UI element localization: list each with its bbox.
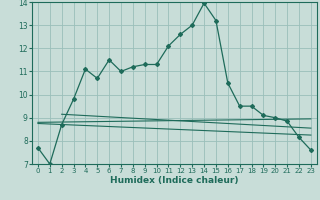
X-axis label: Humidex (Indice chaleur): Humidex (Indice chaleur)	[110, 176, 239, 185]
